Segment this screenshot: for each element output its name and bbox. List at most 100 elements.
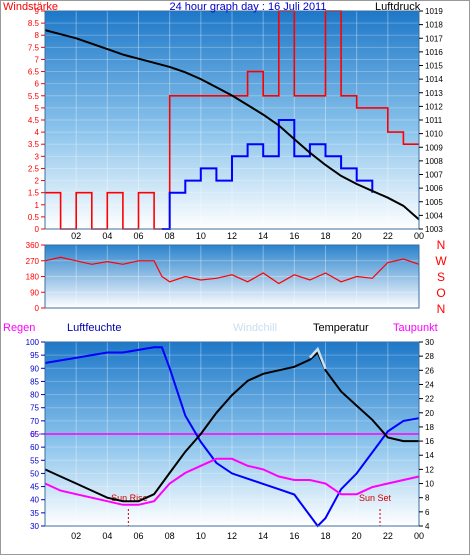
wind-tick-label: 5.5 <box>28 92 40 101</box>
direction-tick-label: 90 <box>30 288 39 297</box>
chart-title: 24 hour graph day : 16 Juli 2011 <box>170 1 327 13</box>
humidity-temperature-x-tick-label: 06 <box>133 531 143 541</box>
wind-tick-label: 4 <box>35 128 40 137</box>
pressure-tick-label: 1006 <box>425 184 443 193</box>
temperature-tick-label: 16 <box>425 437 434 446</box>
compass-label: W <box>435 254 447 268</box>
humidity-temperature-x-tick-label: 18 <box>320 531 330 541</box>
wind-tick-label: 7 <box>35 55 40 64</box>
wind-tick-label: 2 <box>35 177 40 186</box>
temperature-tick-label: 10 <box>425 480 434 489</box>
humidity-tick-label: 85 <box>30 377 39 386</box>
compass-label: N <box>437 302 446 316</box>
wind-pressure-x-tick-label: 04 <box>102 231 112 241</box>
humidity-temperature-x-tick-label: 10 <box>196 531 206 541</box>
humidity-temperature-x-tick-label: 00 <box>414 531 424 541</box>
wind-tick-label: 0.5 <box>28 213 40 222</box>
wind-pressure-x-tick-label: 08 <box>165 231 175 241</box>
humidity-tick-label: 30 <box>30 522 39 531</box>
humidity-temperature-x-tick-label: 16 <box>289 531 299 541</box>
wind-pressure-x-tick-label: 16 <box>289 231 299 241</box>
temperature-tick-label: 8 <box>425 494 430 503</box>
direction-line <box>44 256 420 285</box>
wind-tick-label: 9 <box>35 7 40 16</box>
wind-axis-label: Windstärke <box>3 1 58 13</box>
temperature-tick-label: 14 <box>425 451 434 460</box>
humidity-tick-label: 80 <box>30 391 39 400</box>
legend-label: Windchill <box>233 322 277 334</box>
humidity-tick-label: 45 <box>30 483 39 492</box>
direction-line <box>44 256 420 285</box>
wind-pressure-lines <box>44 29 420 221</box>
wind-pressure-x-ticks: 02 04 06 08 10 12 14 16 18 20 22 00 <box>71 231 424 241</box>
pressure-tick-label: 1019 <box>425 7 443 16</box>
temperature-tick-label: 26 <box>425 366 434 375</box>
temperature-axis-ticks: 4 6 8 10 12 14 16 18 20 22 24 26 28 30 <box>419 338 434 531</box>
legend-label: Temperatur <box>313 322 369 334</box>
direction-tick-label: 270 <box>26 257 40 266</box>
wind-pressure-x-tick-label: 18 <box>320 231 330 241</box>
humidity-temperature-x-tick-label: 08 <box>165 531 175 541</box>
wind-pressure-x-tick-label: 22 <box>383 231 393 241</box>
humidity-tick-label: 75 <box>30 404 39 413</box>
humidity-temperature-lines <box>44 346 420 528</box>
wind-tick-label: 6 <box>35 80 40 89</box>
legend-label: Taupunkt <box>393 322 438 334</box>
pressure-tick-label: 1017 <box>425 34 443 43</box>
direction-tick-label: 360 <box>26 241 40 250</box>
humidity-temperature-x-tick-label: 20 <box>352 531 362 541</box>
wind-pressure-x-tick-label: 02 <box>71 231 81 241</box>
humidity-tick-label: 65 <box>30 430 39 439</box>
humidity-axis-ticks: 30 35 40 45 50 55 60 65 70 75 80 85 90 95 100 <box>26 338 45 531</box>
humidity-tick-label: 50 <box>30 469 39 478</box>
wind-tick-label: 8.5 <box>28 19 40 28</box>
humidity-temperature-x-tick-label: 02 <box>71 531 81 541</box>
pressure-tick-label: 1015 <box>425 62 443 71</box>
temperature-line <box>44 350 419 503</box>
sunrise-label: Sun Rise <box>111 493 148 503</box>
humidity-temperature-legend: Regen Luftfeuchte Windchill Temperatur Taupu… <box>3 322 438 334</box>
wind-tick-label: 3 <box>35 152 40 161</box>
pressure-line <box>44 29 420 221</box>
humidity-tick-label: 100 <box>26 338 40 347</box>
humidity-tick-label: 55 <box>30 456 39 465</box>
temperature-tick-label: 24 <box>425 380 434 389</box>
pressure-tick-label: 1007 <box>425 171 443 180</box>
compass-label: N <box>437 238 446 252</box>
pressure-tick-label: 1016 <box>425 48 443 57</box>
wind-pressure-x-tick-label: 20 <box>352 231 362 241</box>
temperature-tick-label: 6 <box>425 508 430 517</box>
wind-tick-label: 1 <box>35 201 40 210</box>
humidity-temperature-x-ticks: 02 04 06 08 10 12 14 16 18 20 22 00 <box>71 531 424 541</box>
dewpoint-line <box>44 457 420 506</box>
humidity-temperature-x-tick-label: 12 <box>227 531 237 541</box>
pressure-tick-label: 1008 <box>425 157 443 166</box>
windchill-line <box>308 346 327 370</box>
wind-tick-label: 1.5 <box>28 189 40 198</box>
wind-axis-ticks: 0 0.5 1 1.5 2 2.5 3 3.5 4 4.5 5 5.5 6 6.5 7 7.5 8 8.5 9 <box>28 7 45 234</box>
compass-label: O <box>436 286 445 300</box>
wind-tick-label: 2.5 <box>28 164 40 173</box>
pressure-tick-label: 1003 <box>425 225 443 234</box>
direction-tick-label: 180 <box>26 273 40 282</box>
pressure-tick-label: 1004 <box>425 211 443 220</box>
wind-pressure-x-tick-label: 14 <box>258 231 268 241</box>
temperature-tick-label: 28 <box>425 352 434 361</box>
pressure-tick-label: 1018 <box>425 21 443 30</box>
humidity-temperature-x-tick-label: 22 <box>383 531 393 541</box>
legend-label: Regen <box>3 322 35 334</box>
pressure-tick-label: 1005 <box>425 198 443 207</box>
temperature-tick-label: 22 <box>425 395 434 404</box>
pressure-tick-label: 1014 <box>425 75 443 84</box>
wind-tick-label: 4.5 <box>28 116 40 125</box>
temperature-tick-label: 4 <box>425 522 430 531</box>
temperature-tick-label: 20 <box>425 409 434 418</box>
sunset-label: Sun Set <box>359 493 392 503</box>
pressure-tick-label: 1013 <box>425 89 443 98</box>
wind-tick-label: 3.5 <box>28 140 40 149</box>
pressure-tick-label: 1009 <box>425 143 443 152</box>
humidity-tick-label: 35 <box>30 509 39 518</box>
legend-label: Luftfeuchte <box>67 322 121 334</box>
